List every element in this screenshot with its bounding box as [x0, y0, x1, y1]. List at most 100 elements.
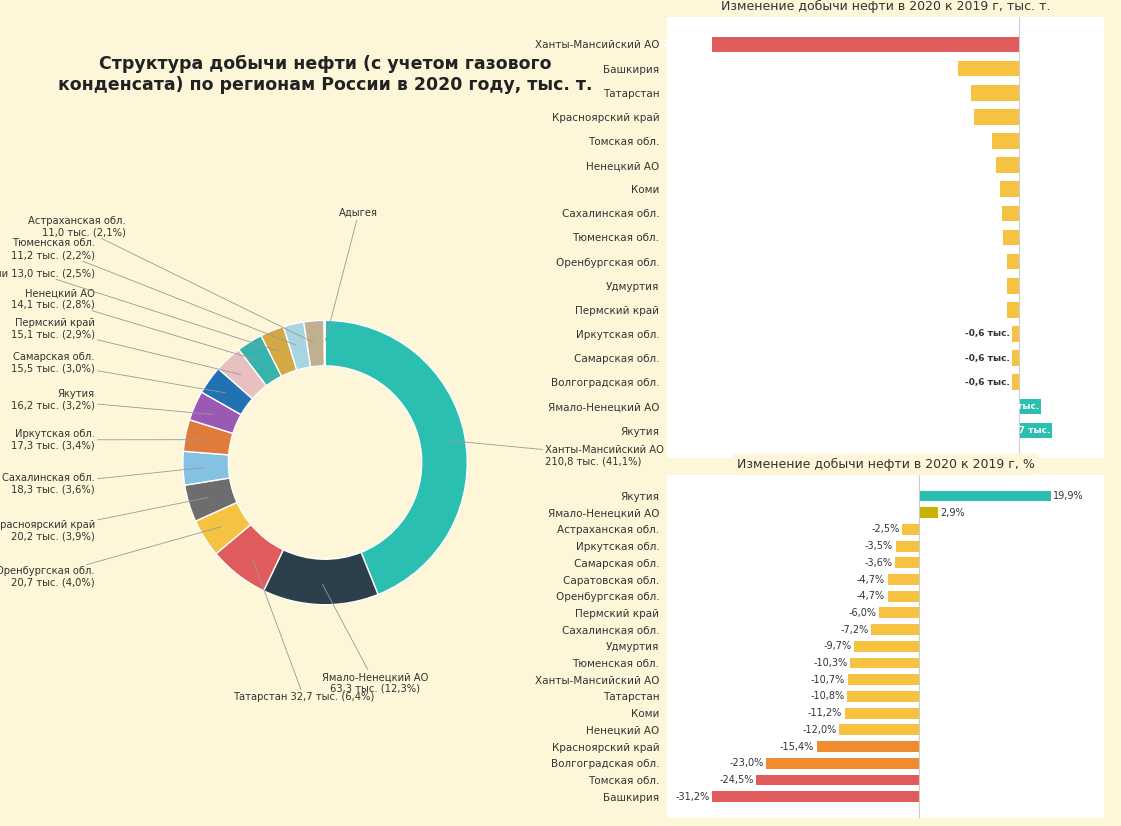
Wedge shape: [261, 326, 297, 377]
Wedge shape: [184, 420, 233, 455]
Wedge shape: [284, 322, 311, 370]
Wedge shape: [202, 368, 252, 415]
Title: Изменение добычи нефти в 2020 к 2019 г, тыс. т.: Изменение добычи нефти в 2020 к 2019 г, …: [721, 0, 1050, 12]
Bar: [871, 624, 919, 635]
Text: -10,7%: -10,7%: [810, 675, 845, 685]
Bar: [902, 524, 919, 534]
Text: -31,2%: -31,2%: [675, 792, 710, 802]
Bar: [851, 657, 919, 668]
Bar: [895, 558, 919, 568]
Bar: [1012, 326, 1019, 342]
Wedge shape: [189, 392, 241, 434]
Text: -3,5%: -3,5%: [864, 541, 892, 551]
Text: Оренбургская обл.
20,7 тыс. (4,0%): Оренбургская обл. 20,7 тыс. (4,0%): [0, 527, 221, 587]
Bar: [844, 708, 919, 719]
Text: -4,7%: -4,7%: [856, 591, 884, 601]
Text: -10,8%: -10,8%: [810, 691, 844, 701]
Bar: [974, 109, 1019, 125]
Text: Иркутская обл.
17,3 тыс. (3,4%): Иркутская обл. 17,3 тыс. (3,4%): [11, 429, 205, 451]
Bar: [879, 607, 919, 619]
Wedge shape: [263, 550, 378, 605]
Text: -1,3 тыс.: -1,3 тыс.: [956, 233, 1001, 242]
Text: -3,7 тыс.: -3,7 тыс.: [927, 112, 972, 121]
Bar: [712, 791, 919, 802]
Title: Изменение добычи нефти в 2020 к 2019 г, %: Изменение добычи нефти в 2020 к 2019 г, …: [736, 458, 1035, 471]
Text: -25,3 тыс.: -25,3 тыс.: [659, 40, 710, 49]
Text: 2,7 тыс.: 2,7 тыс.: [1009, 426, 1050, 435]
Bar: [1007, 278, 1019, 293]
Text: -11,2%: -11,2%: [807, 708, 842, 718]
Wedge shape: [195, 502, 251, 553]
Text: -24,5%: -24,5%: [720, 775, 753, 785]
Text: -2,2 тыс.: -2,2 тыс.: [946, 136, 991, 145]
Text: -15,4%: -15,4%: [780, 742, 814, 752]
Text: Якутия
16,2 тыс. (3,2%): Якутия 16,2 тыс. (3,2%): [11, 389, 213, 415]
Text: -4,7%: -4,7%: [856, 575, 884, 585]
Text: -3,6%: -3,6%: [864, 558, 892, 567]
Text: -1,6 тыс.: -1,6 тыс.: [953, 185, 998, 194]
Text: 2,9%: 2,9%: [941, 508, 965, 518]
Bar: [919, 491, 1050, 501]
Text: -1,0 тыс.: -1,0 тыс.: [961, 257, 1006, 266]
Text: -0,6 тыс.: -0,6 тыс.: [965, 330, 1010, 339]
Wedge shape: [183, 451, 230, 485]
Text: -6,0%: -6,0%: [849, 608, 877, 618]
Bar: [992, 133, 1019, 149]
Text: Адыгея: Адыгея: [325, 207, 378, 340]
Bar: [888, 591, 919, 601]
Text: Красноярский край
20,2 тыс. (3,9%): Красноярский край 20,2 тыс. (3,9%): [0, 497, 209, 542]
Wedge shape: [239, 335, 281, 386]
Text: -1,4 тыс.: -1,4 тыс.: [955, 209, 1000, 218]
Bar: [971, 85, 1019, 101]
Bar: [840, 724, 919, 735]
Bar: [919, 507, 938, 518]
Bar: [1019, 423, 1051, 439]
Text: -5,0 тыс.: -5,0 тыс.: [911, 64, 956, 73]
Bar: [896, 541, 919, 552]
Text: -4,0 тыс.: -4,0 тыс.: [924, 88, 969, 97]
Bar: [712, 36, 1019, 52]
Text: -7,2%: -7,2%: [840, 624, 869, 634]
Bar: [847, 674, 919, 686]
Text: -9,7%: -9,7%: [824, 641, 852, 652]
Bar: [997, 157, 1019, 173]
Bar: [817, 741, 919, 752]
Text: Ямало-Ненецкий АО
63,3 тыс. (12,3%): Ямало-Ненецкий АО 63,3 тыс. (12,3%): [322, 584, 428, 694]
Bar: [1019, 398, 1041, 414]
Bar: [854, 641, 919, 652]
Bar: [1000, 182, 1019, 197]
Text: -10,3%: -10,3%: [814, 658, 847, 668]
Bar: [1007, 254, 1019, 269]
Text: Коми 13,0 тыс. (2,5%): Коми 13,0 тыс. (2,5%): [0, 268, 278, 351]
Text: Татарстан 32,7 тыс. (6,4%): Татарстан 32,7 тыс. (6,4%): [233, 559, 374, 702]
Wedge shape: [185, 478, 237, 521]
Bar: [757, 775, 919, 786]
Text: -0,6 тыс.: -0,6 тыс.: [965, 354, 1010, 363]
Text: -2,5%: -2,5%: [871, 525, 899, 534]
Bar: [847, 691, 919, 702]
Text: -12,0%: -12,0%: [803, 725, 836, 735]
Text: Тюменская обл.
11,2 тыс. (2,2%): Тюменская обл. 11,2 тыс. (2,2%): [11, 239, 296, 345]
Text: -1,0 тыс.: -1,0 тыс.: [961, 306, 1006, 315]
Text: 19,9%: 19,9%: [1054, 491, 1084, 501]
Wedge shape: [304, 320, 324, 367]
Bar: [1007, 302, 1019, 318]
Text: -1,9 тыс.: -1,9 тыс.: [949, 160, 994, 169]
Wedge shape: [216, 525, 284, 591]
Text: Пермский край
15,1 тыс. (2,9%): Пермский край 15,1 тыс. (2,9%): [11, 318, 241, 375]
Text: Ненецкий АО
14,1 тыс. (2,8%): Ненецкий АО 14,1 тыс. (2,8%): [11, 288, 259, 361]
Text: 1,8 тыс.: 1,8 тыс.: [998, 402, 1039, 411]
Text: Самарская обл.
15,5 тыс. (3,0%): Самарская обл. 15,5 тыс. (3,0%): [11, 352, 225, 392]
Wedge shape: [219, 349, 267, 399]
Text: Структура добычи нефти (с учетом газового
конденсата) по регионам России в 2020 : Структура добычи нефти (с учетом газовог…: [58, 55, 592, 94]
Text: -1,0 тыс.: -1,0 тыс.: [961, 281, 1006, 290]
Wedge shape: [325, 320, 467, 595]
Bar: [888, 574, 919, 585]
Bar: [1012, 350, 1019, 366]
Text: Ханты-Мансийский АО
210,8 тыс. (41,1%): Ханты-Мансийский АО 210,8 тыс. (41,1%): [445, 440, 665, 466]
Bar: [1002, 206, 1019, 221]
Bar: [958, 61, 1019, 77]
Text: Сахалинская обл.
18,3 тыс. (3,6%): Сахалинская обл. 18,3 тыс. (3,6%): [2, 468, 203, 495]
Bar: [1012, 374, 1019, 390]
Bar: [1003, 230, 1019, 245]
